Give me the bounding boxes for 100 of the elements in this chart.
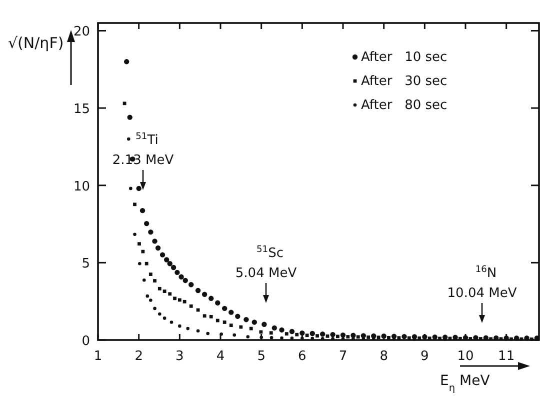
point	[232, 333, 236, 337]
point	[300, 330, 305, 336]
x-tick-label: 10	[457, 349, 474, 364]
point	[149, 298, 152, 302]
point	[428, 336, 432, 340]
point	[489, 337, 493, 341]
point	[452, 334, 458, 340]
point	[272, 325, 277, 331]
x-tick-label: 3	[176, 349, 184, 364]
annotation: $^{16}$N 10.04 MeV	[447, 265, 517, 301]
x-tick-label: 9	[420, 349, 429, 364]
point	[170, 320, 174, 324]
point	[124, 59, 130, 64]
point	[499, 337, 503, 341]
point	[209, 314, 213, 318]
point	[397, 336, 401, 340]
point	[289, 328, 295, 334]
point	[402, 334, 407, 340]
point	[249, 326, 253, 330]
point	[144, 262, 148, 266]
point	[160, 252, 166, 258]
point	[524, 336, 530, 341]
point	[222, 320, 226, 324]
point	[216, 318, 220, 322]
point	[360, 333, 366, 338]
point	[279, 327, 284, 333]
point	[510, 337, 513, 341]
point	[133, 202, 136, 206]
point	[356, 335, 360, 339]
point	[362, 337, 366, 341]
point	[220, 332, 223, 336]
x-tick-label: 1	[94, 349, 102, 364]
annotation: $^{51}$Ti 2.13 MeV	[112, 132, 174, 168]
point	[222, 306, 228, 312]
point	[146, 294, 150, 298]
point	[336, 334, 340, 338]
point	[182, 278, 188, 284]
x-tick-label: 8	[380, 349, 388, 364]
point	[239, 325, 243, 329]
point	[138, 262, 142, 266]
point	[141, 250, 145, 254]
point	[520, 337, 524, 341]
point	[262, 322, 267, 327]
x-axis-title: E$_{η}$ MeV	[440, 373, 490, 394]
point	[259, 330, 263, 334]
point	[326, 334, 330, 338]
point	[126, 137, 130, 141]
point	[202, 292, 208, 297]
y-axis-title: √(N/ηF)	[8, 34, 64, 52]
x-tick-label: 7	[338, 349, 348, 364]
x-tick-label: 5	[257, 349, 266, 364]
point	[320, 332, 326, 337]
point	[186, 326, 190, 330]
point	[514, 336, 520, 341]
point	[189, 304, 193, 308]
point	[142, 278, 146, 282]
point	[164, 257, 170, 262]
point	[178, 274, 184, 280]
x-tick-label: 2	[134, 349, 143, 364]
y-tick-label: 20	[73, 24, 90, 40]
point	[270, 336, 274, 340]
point	[122, 102, 126, 106]
point	[387, 336, 390, 340]
point	[202, 314, 206, 318]
point	[310, 330, 315, 336]
point	[148, 229, 154, 235]
y-tick-label: 10	[73, 179, 90, 194]
point	[195, 288, 201, 294]
point	[162, 316, 166, 320]
point	[174, 270, 180, 276]
point	[366, 336, 370, 339]
point	[300, 336, 304, 340]
x-tick-label: 6	[298, 349, 306, 364]
point	[188, 282, 194, 288]
y-tick-label: 15	[73, 102, 90, 118]
point	[206, 332, 210, 336]
point	[168, 292, 172, 296]
x-tick-label: 11	[498, 349, 515, 364]
point	[182, 300, 186, 304]
point	[494, 335, 499, 341]
y-tick-label: 0	[82, 334, 90, 349]
point	[530, 338, 534, 341]
point	[418, 336, 422, 340]
point	[178, 298, 182, 302]
point	[133, 232, 136, 236]
point	[407, 336, 411, 340]
point	[162, 290, 166, 293]
point	[235, 314, 240, 319]
point	[244, 316, 249, 322]
y-tick-label: 5	[82, 256, 90, 272]
point	[178, 324, 182, 328]
point	[280, 336, 284, 340]
point	[376, 336, 380, 340]
point	[129, 186, 132, 190]
point	[173, 296, 176, 300]
point	[158, 312, 162, 316]
point	[229, 324, 233, 328]
point	[144, 220, 150, 226]
legend-label: After 30 sec	[361, 74, 448, 89]
point	[127, 114, 132, 120]
